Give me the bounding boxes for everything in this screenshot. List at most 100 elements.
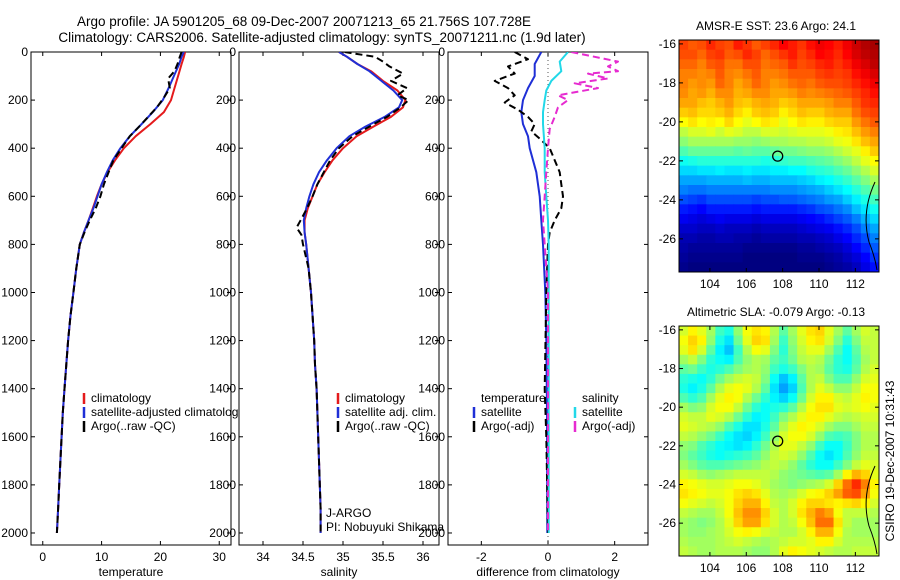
sla_map-cell bbox=[733, 508, 744, 519]
sla_map-cell bbox=[688, 402, 698, 413]
sla_map-cell bbox=[788, 364, 798, 375]
sst_map-cell bbox=[679, 252, 689, 263]
sla_map-cell bbox=[833, 383, 844, 394]
sst_map-cell bbox=[869, 204, 879, 215]
sst_map-cell bbox=[860, 175, 871, 186]
sst_map-cell bbox=[851, 175, 862, 186]
sst_map-cell bbox=[788, 175, 798, 186]
sla_map-cell bbox=[797, 517, 807, 528]
sla_map-cell bbox=[851, 527, 862, 538]
sla_map-cell bbox=[688, 479, 698, 490]
sst_map-cell bbox=[824, 204, 835, 215]
sst_map-cell bbox=[797, 204, 807, 215]
sst_map-cell bbox=[797, 223, 807, 234]
sst_map-cell bbox=[788, 88, 798, 99]
sst_map-cell bbox=[769, 262, 780, 272]
sst_map-cell bbox=[797, 165, 807, 176]
sla_map-cell bbox=[733, 354, 744, 365]
salinity-ytick-label: 600 bbox=[216, 189, 236, 203]
sst_map-cell bbox=[760, 204, 771, 215]
difference-xtick-label: 2 bbox=[611, 550, 618, 564]
sla_map-cell bbox=[751, 479, 762, 490]
sla_map-cell bbox=[860, 326, 871, 337]
sla_map-cell bbox=[688, 354, 698, 365]
sla_map-cell bbox=[769, 412, 780, 423]
sst_map-cell bbox=[742, 117, 753, 128]
temperature-ytick-label: 1400 bbox=[1, 382, 28, 396]
sla_map-cell bbox=[733, 431, 744, 442]
sla_map-cell bbox=[842, 402, 853, 413]
sst_map-cell bbox=[788, 40, 798, 51]
sla_map-cell bbox=[833, 345, 844, 356]
sst_map-cell bbox=[751, 243, 762, 254]
sst_map-cell bbox=[851, 156, 862, 167]
sla_map-cell bbox=[851, 354, 862, 365]
sst_map-cell bbox=[688, 136, 698, 147]
sst_map-cell bbox=[842, 204, 853, 215]
sla_map-cell bbox=[742, 383, 753, 394]
sst_map-cell bbox=[733, 136, 744, 147]
sst_map-cell bbox=[697, 175, 707, 186]
sst_map-cell bbox=[824, 233, 835, 244]
sla_map-cell bbox=[733, 536, 744, 548]
sst_map-cell bbox=[688, 49, 698, 60]
sst_map-cell bbox=[797, 262, 807, 272]
sst_map-cell bbox=[751, 194, 762, 205]
sst_map-cell bbox=[815, 136, 826, 147]
sst_map-cell bbox=[779, 165, 789, 176]
sla_map-cell bbox=[833, 508, 844, 519]
sst_map-cell bbox=[742, 98, 753, 109]
sst_map-cell bbox=[697, 78, 707, 89]
sla_map-cell bbox=[751, 335, 762, 346]
sst_map-cell bbox=[733, 243, 744, 254]
sla_map-cell bbox=[706, 450, 716, 461]
sst_map-cell bbox=[860, 204, 871, 215]
sst_map-cell bbox=[833, 204, 844, 215]
sst_map-cell bbox=[851, 204, 862, 215]
sla_map-cell bbox=[688, 335, 698, 346]
temperature-ytick-label: 800 bbox=[8, 237, 28, 251]
sla_map-cell bbox=[751, 345, 762, 356]
sla_map-cell bbox=[824, 402, 835, 413]
sst_map-cell bbox=[742, 88, 753, 99]
sla_map-cell bbox=[797, 393, 807, 404]
sst_map-cell bbox=[715, 243, 726, 254]
sst_map-cell bbox=[797, 69, 807, 80]
sla_map-cell bbox=[679, 469, 689, 480]
sla_map-cell bbox=[688, 527, 698, 538]
sla_map-cell bbox=[833, 431, 844, 442]
difference-legend-salinity-heading: salinity bbox=[582, 391, 619, 405]
sla_map-cell bbox=[679, 373, 689, 385]
sst_map-cell bbox=[706, 98, 716, 109]
sst_map-cell bbox=[679, 98, 689, 109]
sst_map-cell bbox=[851, 252, 862, 263]
sla_map-cell bbox=[806, 364, 816, 375]
sst_map-cell bbox=[833, 214, 844, 225]
sla_map-cell bbox=[733, 335, 744, 346]
sla_map-cell bbox=[688, 441, 698, 452]
sst_map-cell bbox=[751, 98, 762, 109]
sla_map-cell bbox=[715, 431, 726, 442]
sla_map-cell bbox=[824, 412, 835, 423]
sla_map-cell bbox=[724, 393, 735, 404]
sst_map-cell bbox=[733, 223, 744, 234]
sla_map-cell bbox=[833, 354, 844, 365]
sst_map-cell bbox=[688, 175, 698, 186]
sst_map-cell bbox=[842, 243, 853, 254]
sla_map-cell bbox=[697, 488, 707, 500]
sst_map-cell bbox=[679, 243, 689, 254]
sla_map-cell bbox=[815, 508, 826, 519]
sst_map-cell bbox=[769, 69, 780, 80]
sst_map-cell bbox=[851, 69, 862, 80]
sst_map-cell bbox=[706, 214, 716, 225]
sla_map-cell bbox=[760, 393, 771, 404]
sla_map-cell bbox=[760, 335, 771, 346]
sla_map-cell bbox=[769, 402, 780, 413]
sla_map-cell bbox=[869, 354, 879, 365]
sst_map-cell bbox=[860, 233, 871, 244]
sst_map-cell bbox=[833, 98, 844, 109]
sst_map-cell bbox=[715, 98, 726, 109]
sla_map-cell bbox=[769, 421, 780, 433]
sla_map-xtick-label: 104 bbox=[700, 561, 720, 575]
sla_map-cell bbox=[769, 326, 780, 337]
